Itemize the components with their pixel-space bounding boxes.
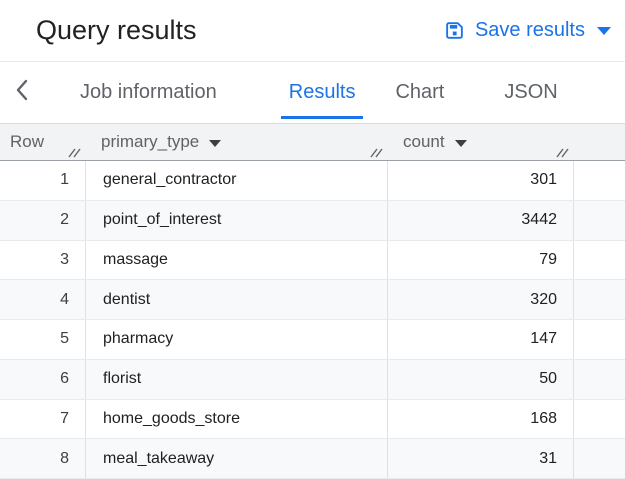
count-cell: 79 (387, 240, 573, 280)
title-bar: Query results Save results (0, 0, 625, 62)
primary-type-cell: point_of_interest (85, 200, 387, 240)
primary-type-cell: home_goods_store (85, 399, 387, 439)
table-row: 8 meal_takeaway 31 (0, 439, 625, 479)
tabs-back-button[interactable] (0, 62, 58, 123)
row-number-cell: 5 (60, 330, 69, 348)
save-results-button[interactable]: Save results (438, 15, 617, 46)
row-number-cell: 7 (60, 409, 69, 427)
primary-type-cell: florist (85, 359, 387, 399)
primary-type-cell: dentist (85, 280, 387, 319)
column-header-spacer (573, 124, 625, 160)
count-cell: 320 (387, 280, 573, 319)
primary-type-cell: meal_takeaway (85, 439, 387, 478)
triangle-down-icon (209, 139, 222, 147)
empty-cell (573, 240, 625, 280)
tab-results[interactable]: Results (280, 62, 364, 123)
empty-cell (573, 280, 625, 319)
tab-job-information[interactable]: Job information (72, 62, 225, 123)
save-results-label: Save results (474, 19, 585, 41)
empty-cell (573, 320, 625, 359)
caret-down-icon (597, 26, 611, 35)
column-label: primary_type (101, 132, 200, 151)
empty-cell (573, 161, 625, 200)
resize-handle-icon[interactable] (370, 148, 384, 158)
row-number-cell: 6 (60, 370, 69, 388)
row-number-cell: 4 (60, 290, 69, 308)
table-row: 1 general_contractor 301 (0, 161, 625, 201)
row-number-cell: 3 (60, 250, 69, 268)
tab-label: Job information (80, 81, 217, 103)
count-cell: 3442 (387, 200, 573, 240)
row-number-cell: 2 (60, 211, 69, 229)
table-body: 1 general_contractor 301 2 point_of_inte… (0, 161, 625, 479)
column-label: count (403, 132, 445, 151)
resize-handle-icon[interactable] (556, 148, 570, 158)
tab-json[interactable]: JSON (496, 62, 565, 123)
tab-label: Chart (395, 81, 445, 103)
count-cell: 147 (387, 320, 573, 359)
table-row: 6 florist 50 (0, 359, 625, 400)
tab-label: Results (288, 81, 356, 103)
triangle-down-icon (454, 139, 467, 147)
empty-cell (573, 200, 625, 240)
tab-label: JSON (504, 81, 558, 103)
save-icon (444, 20, 465, 41)
results-tabbar: Job information Results Chart JSON (0, 62, 625, 124)
table-row: 7 home_goods_store 168 (0, 399, 625, 440)
row-number-cell: 1 (60, 171, 69, 189)
table-row: 4 dentist 320 (0, 280, 625, 320)
row-number-cell: 8 (60, 449, 69, 467)
primary-type-cell: pharmacy (85, 320, 387, 359)
column-header-count[interactable]: count (387, 124, 573, 160)
count-cell: 31 (387, 439, 573, 478)
table-row: 5 pharmacy 147 (0, 320, 625, 360)
empty-cell (573, 399, 625, 439)
column-header-primary-type[interactable]: primary_type (85, 124, 387, 160)
primary-type-cell: general_contractor (85, 161, 387, 200)
empty-cell (573, 359, 625, 399)
table-row: 2 point_of_interest 3442 (0, 200, 625, 241)
count-cell: 301 (387, 161, 573, 200)
resize-handle-icon[interactable] (68, 148, 82, 158)
chevron-left-icon (15, 78, 29, 107)
count-cell: 168 (387, 399, 573, 439)
page-title: Query results (36, 15, 197, 45)
column-label: Row (10, 132, 45, 151)
table-header-row: Row primary_type count (0, 124, 625, 161)
table-row: 3 massage 79 (0, 240, 625, 281)
count-cell: 50 (387, 359, 573, 399)
column-header-row: Row (0, 124, 85, 160)
empty-cell (573, 439, 625, 478)
tab-chart[interactable]: Chart (387, 62, 452, 123)
primary-type-cell: massage (85, 240, 387, 280)
